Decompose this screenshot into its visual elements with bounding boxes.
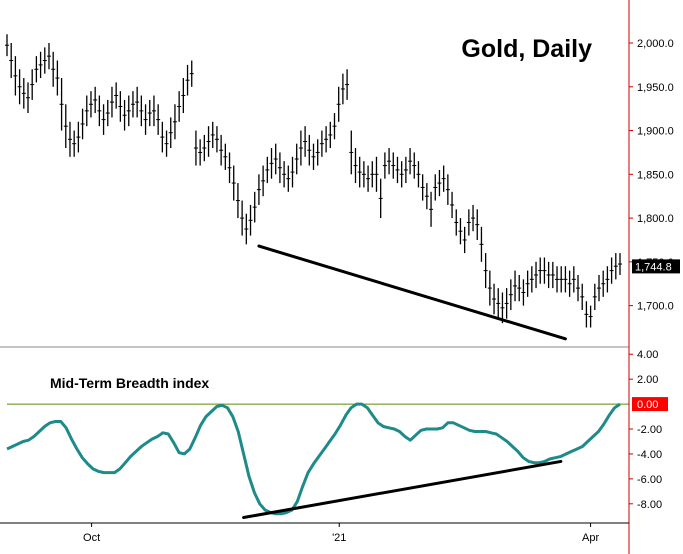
breadth-panel (6, 402, 629, 520)
price-y-tick-label: 1,800.0 (637, 213, 674, 225)
breadth-y-tick-label: -6.00 (637, 474, 662, 486)
price-trendline (257, 244, 567, 341)
breadth-y-tick-label: -2.00 (637, 424, 662, 436)
breadth-title: Mid-Term Breadth index (50, 375, 209, 391)
breadth-trendline (242, 459, 563, 520)
breadth-y-tick-label: -4.00 (637, 449, 662, 461)
price-y-tick-label: 1,850.0 (637, 169, 674, 181)
price-y-tick-label: 1,700.0 (637, 301, 674, 313)
zero-value-tag (632, 397, 668, 412)
x-axis-tick-label: '21 (332, 532, 346, 544)
price-y-tick-label: 1,900.0 (637, 126, 674, 138)
breadth-y-tick-label: 2.00 (637, 374, 658, 386)
breadth-y-tick-label: 4.00 (637, 349, 658, 361)
price-panel (5, 34, 622, 341)
x-axis-tick-label: Apr (582, 532, 599, 544)
zero-value-label: 0.00 (637, 399, 658, 411)
last-price-tag (632, 259, 680, 274)
x-axis-tick-label: Oct (83, 532, 100, 544)
last-price-label: 1,744.8 (635, 261, 672, 273)
price-y-tick-label: 1,950.0 (637, 82, 674, 94)
price-y-tick-label: 2,000.0 (637, 38, 674, 50)
breadth-y-tick-label: -8.00 (637, 499, 662, 511)
chart-title: Gold, Daily (461, 35, 592, 63)
breadth-series-line (6, 402, 621, 516)
